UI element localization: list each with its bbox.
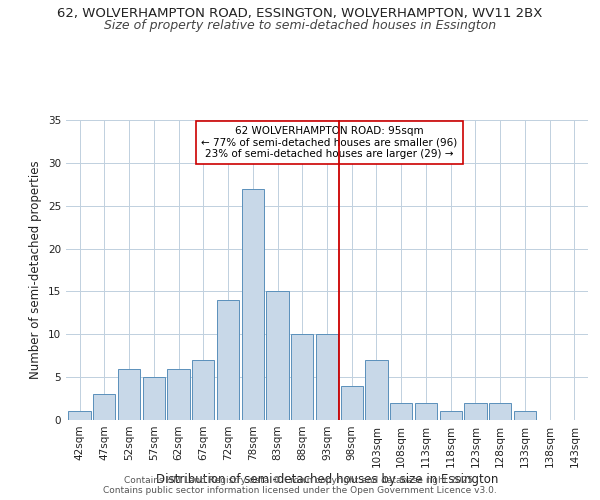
Bar [118, 368, 140, 420]
Bar [242, 188, 264, 420]
Bar [143, 377, 165, 420]
Bar [68, 412, 91, 420]
Text: Size of property relative to semi-detached houses in Essington: Size of property relative to semi-detach… [104, 18, 496, 32]
Y-axis label: Number of semi-detached properties: Number of semi-detached properties [29, 160, 43, 380]
Bar [464, 403, 487, 420]
Bar [440, 412, 462, 420]
Bar [93, 394, 115, 420]
Bar [316, 334, 338, 420]
Text: Contains public sector information licensed under the Open Government Licence v3: Contains public sector information licen… [103, 486, 497, 495]
Bar [514, 412, 536, 420]
Bar [217, 300, 239, 420]
Bar [167, 368, 190, 420]
Bar [365, 360, 388, 420]
Bar [291, 334, 313, 420]
Bar [489, 403, 511, 420]
Bar [390, 403, 412, 420]
Bar [266, 292, 289, 420]
X-axis label: Distribution of semi-detached houses by size in Essington: Distribution of semi-detached houses by … [156, 472, 498, 486]
Text: 62, WOLVERHAMPTON ROAD, ESSINGTON, WOLVERHAMPTON, WV11 2BX: 62, WOLVERHAMPTON ROAD, ESSINGTON, WOLVE… [58, 8, 542, 20]
Bar [341, 386, 363, 420]
Text: Contains HM Land Registry data © Crown copyright and database right 2025.: Contains HM Land Registry data © Crown c… [124, 476, 476, 485]
Text: 62 WOLVERHAMPTON ROAD: 95sqm
← 77% of semi-detached houses are smaller (96)
23% : 62 WOLVERHAMPTON ROAD: 95sqm ← 77% of se… [202, 126, 458, 159]
Bar [415, 403, 437, 420]
Bar [192, 360, 214, 420]
